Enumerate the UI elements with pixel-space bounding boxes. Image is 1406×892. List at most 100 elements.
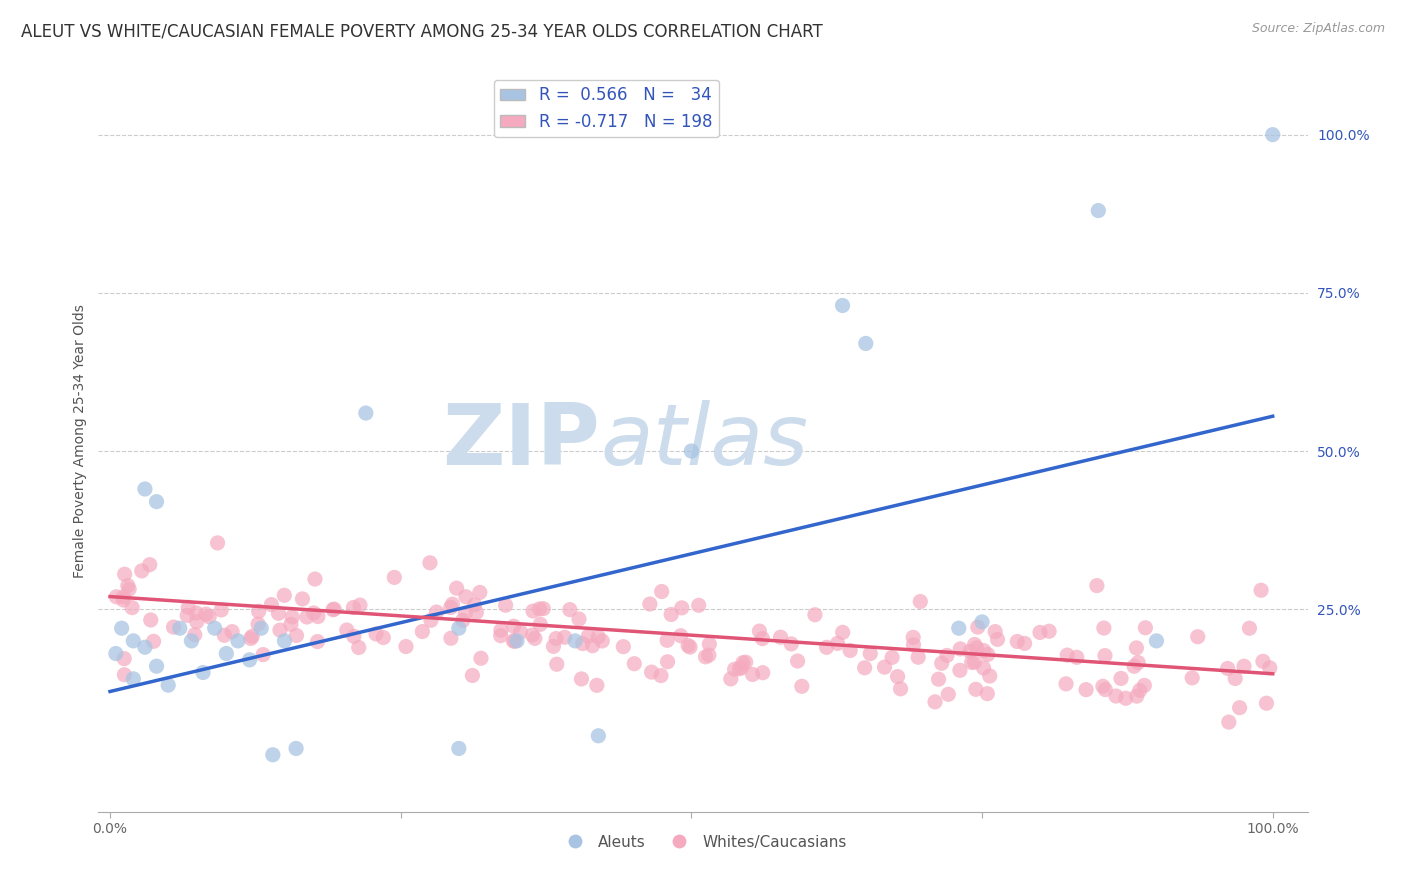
- Point: [638, 597, 661, 611]
- Point: [364, 627, 387, 641]
- Point: [731, 656, 754, 670]
- Point: [949, 663, 972, 677]
- Point: [489, 624, 512, 638]
- Point: [194, 607, 217, 621]
- Point: [979, 669, 1001, 683]
- Point: [440, 600, 463, 615]
- Point: [1256, 696, 1278, 710]
- Point: [280, 617, 302, 632]
- Point: [831, 298, 853, 312]
- Point: [454, 607, 477, 621]
- Point: [273, 633, 295, 648]
- Point: [751, 665, 773, 680]
- Point: [461, 668, 484, 682]
- Point: [720, 672, 742, 686]
- Point: [931, 657, 953, 671]
- Point: [240, 629, 263, 643]
- Point: [1094, 682, 1116, 697]
- Point: [281, 610, 304, 624]
- Point: [671, 600, 693, 615]
- Point: [790, 679, 813, 693]
- Point: [1056, 648, 1078, 662]
- Point: [503, 634, 526, 648]
- Point: [1115, 691, 1137, 706]
- Point: [221, 624, 243, 639]
- Point: [676, 639, 699, 653]
- Point: [1123, 659, 1146, 673]
- Point: [679, 640, 702, 654]
- Point: [669, 629, 692, 643]
- Point: [112, 667, 135, 681]
- Point: [970, 615, 993, 629]
- Point: [186, 615, 208, 629]
- Point: [901, 631, 924, 645]
- Point: [699, 637, 721, 651]
- Point: [839, 643, 862, 657]
- Point: [688, 599, 710, 613]
- Point: [963, 638, 986, 652]
- Point: [986, 632, 1008, 647]
- Point: [1216, 661, 1239, 675]
- Point: [1233, 659, 1256, 673]
- Point: [209, 603, 232, 617]
- Point: [1054, 677, 1077, 691]
- Point: [873, 660, 896, 674]
- Point: [489, 629, 512, 643]
- Point: [831, 625, 853, 640]
- Point: [907, 650, 929, 665]
- Point: [121, 600, 143, 615]
- Point: [177, 600, 200, 615]
- Point: [853, 661, 876, 675]
- Point: [502, 634, 524, 648]
- Point: [1135, 621, 1157, 635]
- Point: [949, 641, 972, 656]
- Point: [336, 623, 359, 637]
- Point: [612, 640, 634, 654]
- Text: ZIP: ZIP: [443, 400, 600, 483]
- Point: [973, 643, 995, 657]
- Point: [468, 585, 491, 599]
- Point: [1029, 625, 1052, 640]
- Point: [588, 729, 610, 743]
- Point: [131, 564, 153, 578]
- Point: [657, 655, 679, 669]
- Point: [695, 649, 717, 664]
- Point: [295, 610, 318, 624]
- Point: [114, 567, 136, 582]
- Point: [546, 657, 568, 672]
- Point: [122, 633, 145, 648]
- Point: [180, 633, 202, 648]
- Point: [529, 617, 551, 632]
- Point: [924, 695, 946, 709]
- Point: [373, 631, 395, 645]
- Point: [963, 655, 986, 669]
- Point: [723, 662, 745, 676]
- Point: [250, 621, 273, 635]
- Point: [1187, 630, 1209, 644]
- Point: [976, 687, 998, 701]
- Point: [973, 661, 995, 675]
- Point: [1225, 672, 1247, 686]
- Point: [804, 607, 827, 622]
- Point: [1181, 671, 1204, 685]
- Point: [751, 632, 773, 646]
- Point: [571, 637, 593, 651]
- Point: [591, 634, 613, 648]
- Point: [307, 634, 329, 648]
- Point: [571, 672, 593, 686]
- Point: [529, 602, 551, 616]
- Point: [859, 647, 882, 661]
- Point: [948, 621, 970, 635]
- Point: [260, 598, 283, 612]
- Point: [769, 630, 792, 644]
- Point: [522, 628, 544, 642]
- Point: [117, 578, 139, 592]
- Point: [145, 494, 167, 508]
- Point: [464, 598, 486, 612]
- Point: [640, 665, 662, 680]
- Point: [936, 687, 959, 701]
- Point: [425, 605, 447, 619]
- Point: [522, 604, 544, 618]
- Point: [1085, 579, 1108, 593]
- Point: [780, 637, 803, 651]
